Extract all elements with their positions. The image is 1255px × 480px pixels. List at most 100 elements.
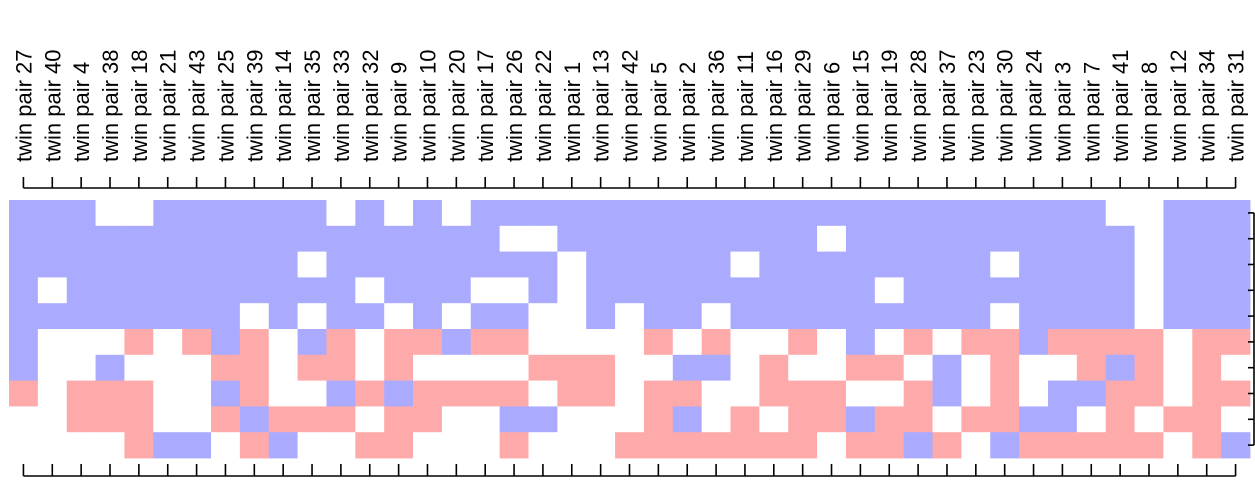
heatmap-cell xyxy=(845,251,876,278)
heatmap-cell xyxy=(9,200,39,227)
heatmap-cell xyxy=(903,225,933,252)
heatmap-cells xyxy=(9,200,1251,459)
heatmap-cell xyxy=(817,354,847,381)
heatmap-cell xyxy=(355,200,385,227)
heatmap-cell xyxy=(66,406,96,433)
column-label: twin pair 17 xyxy=(473,49,498,162)
heatmap-cell xyxy=(37,432,68,459)
heatmap-cell xyxy=(182,303,212,330)
heatmap-cell xyxy=(1134,406,1164,433)
heatmap-cell xyxy=(759,251,789,278)
heatmap-cell xyxy=(990,251,1020,278)
heatmap-cell xyxy=(643,329,674,356)
heatmap-cell xyxy=(355,354,385,381)
heatmap-cell xyxy=(903,380,933,407)
column-label: twin pair 29 xyxy=(791,49,816,162)
heatmap-cell xyxy=(470,225,501,252)
heatmap-cell xyxy=(441,277,472,304)
heatmap-cell xyxy=(557,432,587,459)
heatmap-cell xyxy=(903,303,933,330)
heatmap-cell xyxy=(1105,354,1135,381)
heatmap-cell xyxy=(932,277,962,304)
heatmap-cell xyxy=(1047,329,1078,356)
heatmap-cell xyxy=(384,251,414,278)
heatmap-cell xyxy=(1134,277,1164,304)
heatmap-cell xyxy=(874,380,905,407)
heatmap-cell xyxy=(788,354,818,381)
heatmap-cell xyxy=(297,354,327,381)
heatmap-cell xyxy=(730,200,760,227)
heatmap-cell xyxy=(355,225,385,252)
heatmap-cell xyxy=(470,406,501,433)
heatmap-cell xyxy=(672,354,703,381)
heatmap-cell xyxy=(355,303,385,330)
column-label: twin pair 4 xyxy=(69,62,94,162)
heatmap-cell xyxy=(268,354,298,381)
heatmap-cell xyxy=(470,432,501,459)
heatmap-cell xyxy=(211,354,241,381)
heatmap-cell xyxy=(413,251,443,278)
heatmap-cell xyxy=(903,277,933,304)
column-label: twin pair 18 xyxy=(127,49,152,162)
column-label: twin pair 41 xyxy=(1108,49,1133,162)
heatmap-cell xyxy=(730,380,760,407)
heatmap-cell xyxy=(499,200,529,227)
heatmap-cell xyxy=(817,406,847,433)
heatmap-cell xyxy=(932,303,962,330)
heatmap-cell xyxy=(470,200,501,227)
heatmap-cell xyxy=(586,354,616,381)
heatmap-cell xyxy=(384,432,414,459)
heatmap-cell xyxy=(1047,354,1078,381)
heatmap-cell xyxy=(211,329,241,356)
heatmap-cell xyxy=(9,251,39,278)
heatmap-cell xyxy=(1105,225,1135,252)
heatmap-cell xyxy=(961,200,991,227)
column-label: twin pair 2 xyxy=(675,62,700,162)
heatmap-cell xyxy=(1192,277,1222,304)
heatmap-cell xyxy=(817,380,847,407)
heatmap-cell xyxy=(441,225,472,252)
heatmap-cell xyxy=(413,380,443,407)
heatmap-cell xyxy=(903,354,933,381)
heatmap-cell xyxy=(1019,303,1049,330)
heatmap-cell xyxy=(701,251,731,278)
heatmap-cell xyxy=(499,251,529,278)
heatmap-cell xyxy=(1192,406,1222,433)
heatmap-cell xyxy=(297,251,327,278)
heatmap-cell xyxy=(470,303,501,330)
heatmap-cell xyxy=(413,200,443,227)
heatmap-cell xyxy=(297,380,327,407)
column-label: twin pair 33 xyxy=(329,49,354,162)
heatmap-cell xyxy=(268,406,298,433)
heatmap-cell xyxy=(1221,380,1251,407)
heatmap-cell xyxy=(961,303,991,330)
heatmap-cell xyxy=(845,354,876,381)
heatmap-cell xyxy=(326,251,356,278)
heatmap-cell xyxy=(124,303,154,330)
heatmap-cell xyxy=(1221,277,1251,304)
heatmap-cell xyxy=(1163,277,1193,304)
heatmap-cell xyxy=(182,380,212,407)
heatmap-cell xyxy=(701,303,731,330)
column-label: twin pair 22 xyxy=(531,49,556,162)
heatmap-cell xyxy=(874,200,905,227)
heatmap-cell xyxy=(9,432,39,459)
heatmap-cell xyxy=(1105,200,1135,227)
heatmap-cell xyxy=(355,380,385,407)
heatmap-cell xyxy=(384,406,414,433)
heatmap-cell xyxy=(1134,432,1164,459)
heatmap-cell xyxy=(528,354,558,381)
heatmap-cell xyxy=(268,200,298,227)
heatmap-cell xyxy=(95,277,125,304)
heatmap-cell xyxy=(182,354,212,381)
heatmap-cell xyxy=(759,354,789,381)
heatmap-cell xyxy=(182,329,212,356)
heatmap-cell xyxy=(355,277,385,304)
heatmap-cell xyxy=(701,432,731,459)
heatmap-cell xyxy=(990,380,1020,407)
heatmap-cell xyxy=(268,329,298,356)
heatmap-cell xyxy=(730,251,760,278)
heatmap-cell xyxy=(95,200,125,227)
heatmap-cell xyxy=(384,200,414,227)
heatmap-cell xyxy=(297,277,327,304)
